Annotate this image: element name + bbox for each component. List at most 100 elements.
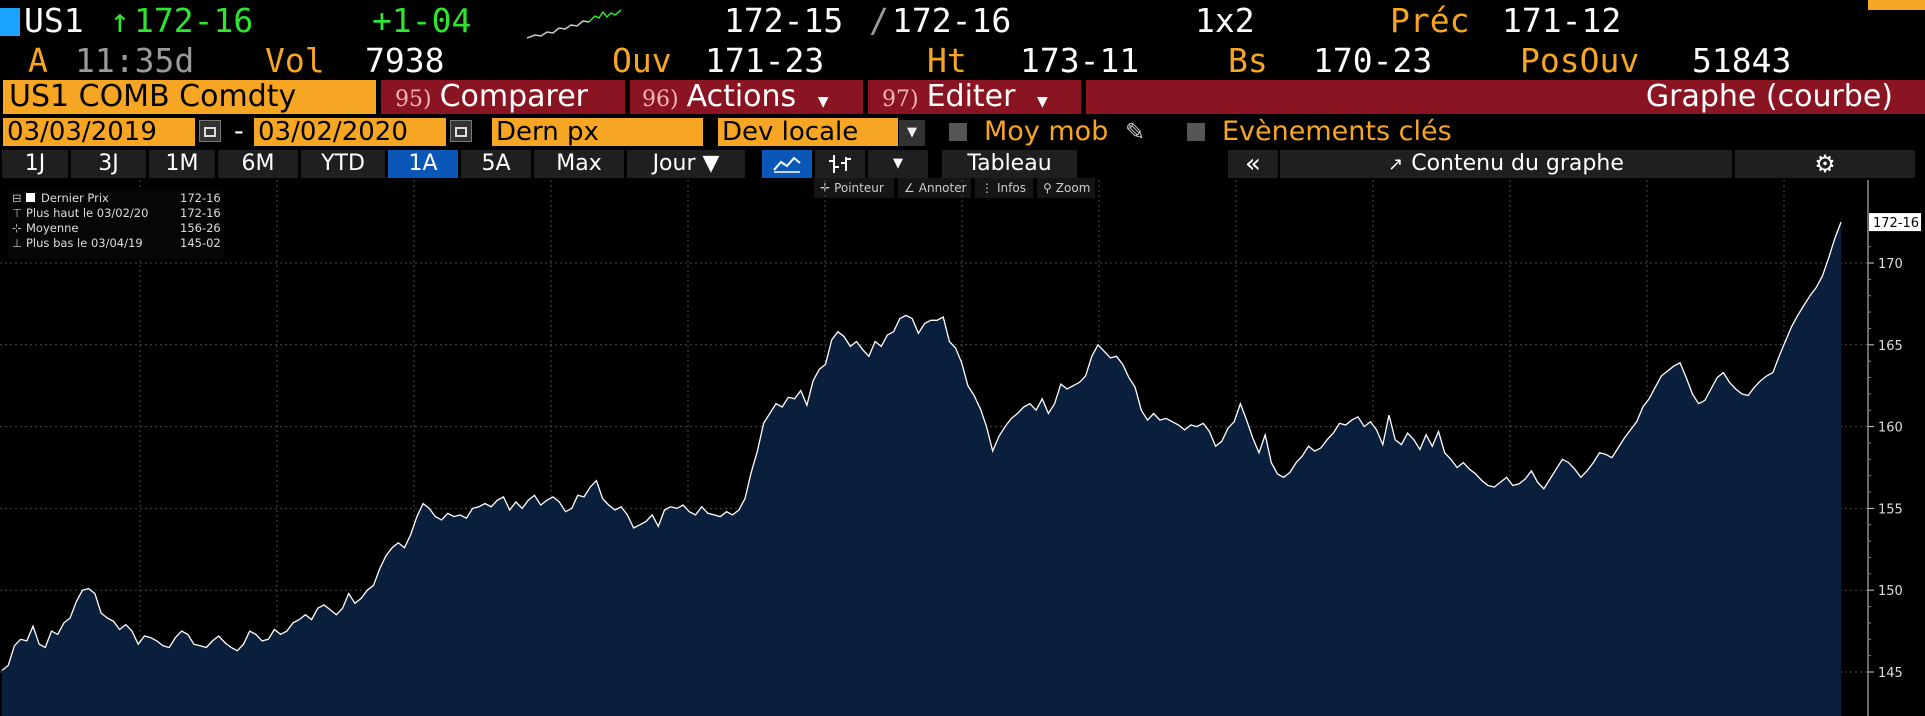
low-marker-icon: ⊥ bbox=[12, 236, 23, 250]
start-date-value: 03/03/2019 bbox=[7, 117, 157, 147]
moving-average-label: Moy mob bbox=[984, 116, 1109, 147]
period-1y-button[interactable]: 1A bbox=[388, 150, 458, 178]
edit-menu[interactable]: 97) Editer ▼ bbox=[868, 80, 1081, 114]
period-ytd-button[interactable]: YTD bbox=[301, 150, 385, 178]
low-label: Bs bbox=[1228, 41, 1268, 80]
end-date-field[interactable]: 03/02/2020 bbox=[254, 118, 446, 146]
compare-button[interactable]: 95) Comparer bbox=[381, 80, 625, 114]
pointer-icon: ✛ bbox=[820, 181, 831, 195]
y-tick-label: 155 bbox=[1878, 502, 1903, 517]
price-area bbox=[2, 222, 1841, 716]
currency-chevron-down-icon[interactable]: ▼ bbox=[899, 120, 925, 146]
legend-collapse-icon[interactable]: ⊟ bbox=[12, 191, 22, 205]
last-price-tag: 172-16 bbox=[1873, 216, 1919, 231]
high-marker-icon: ⊤ bbox=[12, 206, 23, 220]
bid-price: 172-15 bbox=[724, 1, 844, 40]
y-tick-label: 165 bbox=[1878, 339, 1903, 354]
low-value: 170-23 bbox=[1313, 41, 1433, 80]
chart-type-label: Graphe (courbe) bbox=[1645, 79, 1893, 114]
price-chart[interactable]: 145 150 155 160 165 170 172-16 bbox=[0, 180, 1925, 716]
annotate-label: Annoter bbox=[918, 181, 967, 195]
legend-avg-row: ⊹ Moyenne 156-26 bbox=[12, 221, 221, 236]
chart-contents-label: Contenu du graphe bbox=[1411, 151, 1624, 176]
last-price-box bbox=[1869, 213, 1921, 232]
actions-menu[interactable]: 96) Actions ▼ bbox=[630, 80, 863, 114]
interval-dropdown[interactable]: Jour ▼ bbox=[627, 150, 745, 178]
stats-line: A 11:35d Vol 7938 Ouv 171-23 Ht 173-11 B… bbox=[0, 40, 1925, 80]
y-tick-label: 170 bbox=[1878, 257, 1903, 272]
bid-ask-size: 1x2 bbox=[1195, 1, 1255, 40]
volume-label: Vol bbox=[265, 41, 325, 80]
gear-icon[interactable]: ⚙ bbox=[1735, 150, 1915, 178]
ticker-marker bbox=[0, 8, 20, 36]
legend-low-value: 145-02 bbox=[180, 236, 221, 250]
compare-number: 95) bbox=[395, 87, 432, 112]
edit-label: Editer bbox=[926, 79, 1016, 114]
end-calendar-icon[interactable] bbox=[450, 120, 472, 142]
security-field[interactable]: US1 COMB Comdty bbox=[3, 80, 376, 114]
collapse-icon[interactable]: « bbox=[1228, 150, 1278, 178]
period-5y-button[interactable]: 5A bbox=[461, 150, 531, 178]
legend: ⊟ Dernier Prix 172-16 ⊤ Plus haut le 03/02/… bbox=[8, 189, 224, 259]
security-label: US1 COMB Comdty bbox=[9, 79, 297, 114]
end-date-value: 03/02/2020 bbox=[258, 117, 408, 147]
zoom-icon: ⚲ bbox=[1043, 181, 1052, 195]
legend-high-value: 172-16 bbox=[180, 206, 221, 220]
moving-average-checkbox[interactable] bbox=[949, 123, 967, 141]
chart-style-dropdown[interactable]: ▼ bbox=[868, 150, 928, 178]
volume-value: 7938 bbox=[365, 41, 445, 80]
corner-indicator bbox=[1868, 0, 1925, 10]
legend-low-label: Plus bas le 03/04/19 bbox=[26, 236, 143, 250]
period-1d-button[interactable]: 1J bbox=[2, 150, 68, 178]
period-3d-button[interactable]: 3J bbox=[71, 150, 146, 178]
legend-avg-value: 156-26 bbox=[180, 221, 221, 235]
info-tool[interactable]: ⋮ Infos bbox=[975, 178, 1033, 198]
legend-swatch bbox=[26, 193, 35, 202]
last-time: 11:35d bbox=[75, 41, 195, 80]
prev-close-value: 171-12 bbox=[1502, 1, 1622, 40]
average-marker-icon: ⊹ bbox=[12, 221, 22, 235]
legend-last-value: 172-16 bbox=[180, 191, 221, 205]
key-events-checkbox[interactable] bbox=[1187, 123, 1205, 141]
settings-bar: 03/03/2019 - 03/02/2020 Dern px Dev loca… bbox=[0, 116, 1925, 148]
y-tick-label: 145 bbox=[1878, 666, 1903, 681]
period-bar: 1J 3J 1M 6M YTD 1A 5A Max Jour ▼ ▼ Table… bbox=[0, 148, 1925, 178]
table-button[interactable]: Tableau bbox=[942, 150, 1077, 178]
sparkline-icon bbox=[527, 9, 622, 39]
net-change: +1-04 bbox=[372, 1, 472, 40]
line-chart-icon[interactable] bbox=[762, 150, 812, 178]
currency-value: Dev locale bbox=[722, 117, 859, 147]
period-6m-button[interactable]: 6M bbox=[218, 150, 298, 178]
currency-dropdown[interactable]: Dev locale bbox=[718, 118, 898, 146]
pointer-tool[interactable]: ✛ Pointeur bbox=[814, 178, 894, 198]
annotate-tool[interactable]: ∠ Annoter bbox=[898, 178, 971, 198]
chart-contents-button[interactable]: ↗ Contenu du graphe bbox=[1280, 150, 1732, 178]
info-label: Infos bbox=[997, 181, 1026, 195]
price-line bbox=[1, 221, 1842, 671]
field-selector[interactable]: Dern px bbox=[492, 118, 703, 146]
start-date-field[interactable]: 03/03/2019 bbox=[3, 118, 195, 146]
bar-chart-icon[interactable] bbox=[815, 150, 865, 178]
legend-high-label: Plus haut le 03/02/20 bbox=[26, 206, 149, 220]
high-value: 173-11 bbox=[1020, 41, 1140, 80]
chart-type-bar[interactable]: Graphe (courbe) bbox=[1086, 80, 1925, 114]
key-events-label: Evènements clés bbox=[1222, 116, 1452, 147]
period-1m-button[interactable]: 1M bbox=[149, 150, 215, 178]
legend-high-row: ⊤ Plus haut le 03/02/20 172-16 bbox=[12, 206, 221, 221]
open-value: 171-23 bbox=[705, 41, 825, 80]
open-label: Ouv bbox=[612, 41, 672, 80]
zoom-label: Zoom bbox=[1055, 181, 1091, 195]
ask-price: 172-16 bbox=[892, 1, 1012, 40]
date-dash: - bbox=[234, 116, 244, 147]
y-tick-label: 150 bbox=[1878, 584, 1903, 599]
field-value: Dern px bbox=[496, 117, 599, 147]
zoom-tool[interactable]: ⚲ Zoom bbox=[1037, 178, 1095, 198]
annotate-icon: ∠ bbox=[904, 181, 915, 195]
pencil-icon[interactable]: ✎ bbox=[1125, 118, 1146, 146]
actions-number: 96) bbox=[642, 87, 679, 112]
ticker[interactable]: US1 bbox=[24, 1, 84, 40]
open-interest-label: PosOuv bbox=[1520, 41, 1640, 80]
start-calendar-icon[interactable] bbox=[199, 120, 221, 142]
period-max-button[interactable]: Max bbox=[534, 150, 624, 178]
legend-last-label: Dernier Prix bbox=[41, 191, 109, 205]
